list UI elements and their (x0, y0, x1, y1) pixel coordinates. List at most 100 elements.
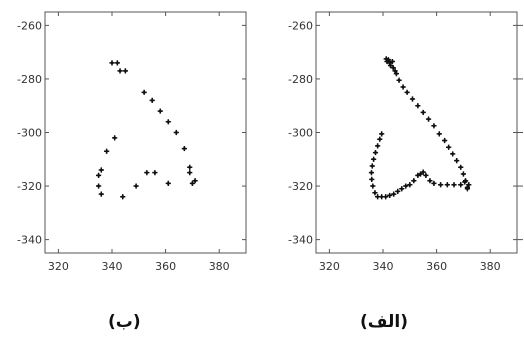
caption-panel-b: (ب) (108, 312, 141, 332)
x-tick-label: 340 (102, 260, 123, 273)
data-point-dot (153, 171, 157, 175)
data-point-dot (388, 194, 392, 197)
data-point-dot (371, 184, 375, 188)
data-point-dot (416, 104, 420, 108)
x-tick-label: 380 (209, 260, 230, 273)
data-point-dot (397, 78, 401, 82)
caption-panel-alef: (الف) (360, 312, 408, 332)
data-point-dot (124, 69, 127, 73)
data-point-dot (372, 157, 376, 161)
data-point-dot (439, 183, 443, 187)
data-point-dot (105, 149, 109, 153)
data-point-dot (400, 187, 404, 191)
data-point-dot (416, 173, 420, 177)
data-point-dot (380, 195, 384, 199)
plot-frame (315, 11, 518, 254)
data-point-dot (134, 184, 138, 188)
data-point-dot (411, 97, 414, 101)
data-point-dot (404, 184, 408, 188)
data-point-dot (97, 173, 100, 177)
data-point-dot (166, 181, 170, 185)
y-tick-label: -340 (17, 234, 42, 247)
y-tick-label: -260 (17, 19, 42, 32)
data-point-dot (113, 136, 117, 140)
data-point-dot (373, 191, 377, 195)
x-tick-label: 380 (480, 260, 501, 273)
data-point-dot (99, 192, 103, 196)
data-point-dot (376, 195, 380, 199)
data-point-dot (150, 98, 154, 102)
data-point-dot (97, 184, 100, 188)
x-tick-label: 360 (426, 260, 447, 273)
data-point-dot (395, 72, 398, 75)
panel-alef: 320 340 360 380 -260 -280 -300 -320 -340 (288, 11, 523, 273)
data-point-dot (463, 180, 467, 184)
data-point-dot (451, 152, 455, 156)
data-point-dot (459, 183, 463, 187)
data-point-dot (188, 165, 192, 169)
data-point-dot (142, 90, 146, 94)
data-point-dot (408, 183, 412, 187)
plot-frame (44, 11, 247, 254)
y-tick-label: -280 (288, 73, 313, 86)
data-point-dot (455, 159, 459, 163)
data-point-dot (191, 181, 194, 185)
y-tick-label: -300 (17, 127, 42, 140)
data-point-dot (188, 171, 192, 175)
y-tick-label: -320 (17, 180, 42, 193)
data-point-dot (384, 195, 388, 199)
data-point-dot (437, 132, 441, 136)
data-point-dot (182, 147, 186, 150)
data-point-dot (467, 183, 471, 187)
data-point-dot (432, 181, 436, 185)
data-point-dot (121, 195, 125, 199)
y-tick-label: -260 (288, 19, 313, 32)
y-tick-label: -280 (17, 73, 42, 86)
data-point-dot (392, 192, 396, 196)
data-point-dot (99, 168, 103, 172)
data-point-dot (115, 61, 119, 65)
data-point-dot (118, 69, 122, 73)
data-point-dot (370, 177, 374, 181)
data-point-dot (370, 171, 373, 175)
data-point-dot (443, 139, 447, 142)
data-point-dot (376, 144, 380, 148)
data-point-dot (428, 179, 432, 183)
data-point-dot (166, 120, 170, 124)
data-point-dot (158, 109, 162, 113)
data-point-dot (466, 187, 469, 191)
panel-b: 320 340 360 380 -260 -280 -300 -320 -340 (17, 11, 247, 273)
data-point-dot (424, 173, 428, 177)
data-point-dot (412, 179, 416, 183)
x-tick-label: 320 (48, 260, 69, 273)
data-point-dot (459, 165, 463, 169)
data-point-dot (378, 137, 382, 141)
data-point-dot (405, 90, 409, 94)
data-point-dot (452, 183, 456, 187)
data-point-dot (391, 66, 395, 70)
data-point-dot (462, 172, 465, 176)
data-point-dot (432, 124, 436, 128)
x-tick-label: 340 (373, 260, 394, 273)
data-point-dot (401, 85, 405, 89)
x-tick-label: 320 (319, 260, 340, 273)
data-point-dot (174, 131, 178, 134)
data-point-dot (370, 164, 374, 168)
data-point-dot (374, 151, 377, 154)
data-point-dot (396, 190, 400, 193)
data-point-dot (389, 64, 392, 67)
data-point-dot (110, 61, 114, 65)
data-point-dot (145, 171, 149, 175)
data-point-dot (445, 183, 449, 187)
data-point-dot (421, 170, 425, 174)
data-point-dot (421, 111, 425, 114)
data-point-dot (193, 179, 197, 183)
data-point-dot (390, 60, 394, 63)
x-tick-label: 360 (155, 260, 176, 273)
data-point-dot (380, 132, 384, 136)
y-tick-label: -320 (288, 180, 313, 193)
y-tick-label: -340 (288, 234, 313, 247)
data-point-dot (447, 145, 451, 149)
data-point-dot (427, 117, 430, 121)
